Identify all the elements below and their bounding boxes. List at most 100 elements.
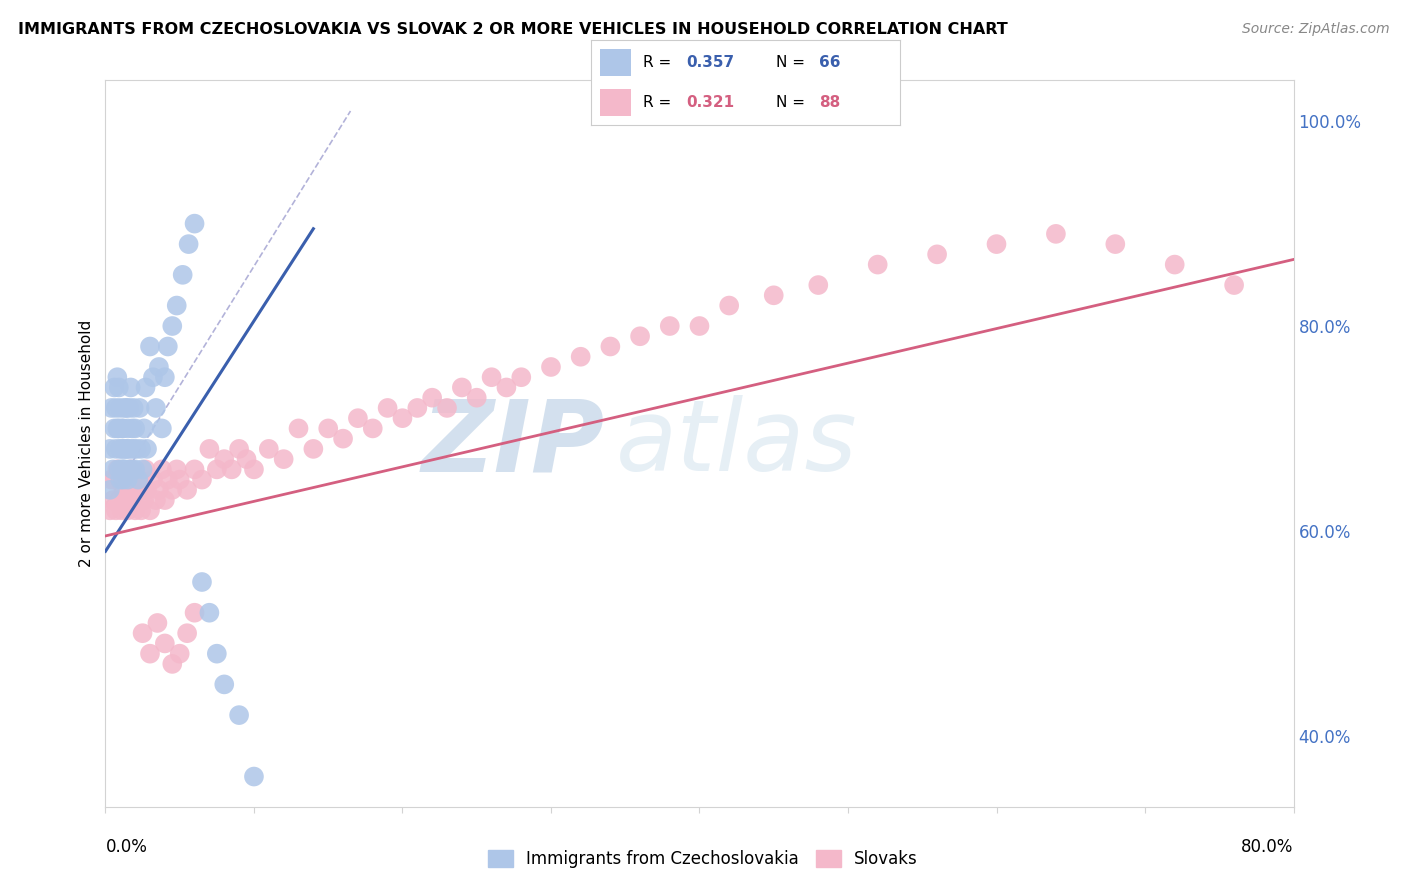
Point <box>112 462 135 476</box>
Point <box>347 411 370 425</box>
Point <box>128 401 150 415</box>
Point <box>198 442 221 456</box>
Point <box>120 442 142 456</box>
Point <box>1104 237 1126 252</box>
Point <box>111 462 134 476</box>
Point <box>302 442 325 456</box>
Point <box>124 462 146 476</box>
Point <box>110 473 132 487</box>
FancyBboxPatch shape <box>600 89 631 116</box>
Point <box>117 473 139 487</box>
Point <box>718 299 741 313</box>
Point <box>205 647 228 661</box>
Text: 0.0%: 0.0% <box>105 838 148 856</box>
Point <box>145 401 167 415</box>
Point <box>114 401 136 415</box>
Text: 80.0%: 80.0% <box>1241 838 1294 856</box>
Point <box>540 359 562 374</box>
Point <box>177 237 200 252</box>
Point <box>129 442 152 456</box>
Point <box>118 401 141 415</box>
Point <box>689 318 711 333</box>
Point <box>121 421 143 435</box>
Point <box>762 288 785 302</box>
Point <box>191 473 214 487</box>
Point <box>118 462 141 476</box>
Point <box>121 462 143 476</box>
Point <box>122 442 145 456</box>
Text: R =: R = <box>643 95 676 111</box>
Point <box>257 442 280 456</box>
Point <box>176 626 198 640</box>
Point <box>228 442 250 456</box>
Point <box>108 462 131 476</box>
Point <box>124 421 146 435</box>
Text: ZIP: ZIP <box>422 395 605 492</box>
Point <box>120 380 142 394</box>
Point <box>114 442 136 456</box>
Point <box>121 493 143 508</box>
Point <box>183 606 205 620</box>
Text: N =: N = <box>776 95 810 111</box>
Point <box>114 462 136 476</box>
Point <box>142 473 165 487</box>
Point <box>131 462 153 476</box>
Point <box>287 421 309 435</box>
Point <box>361 421 384 435</box>
Point <box>122 473 145 487</box>
Point <box>406 401 429 415</box>
Point <box>132 421 155 435</box>
Text: 88: 88 <box>820 95 841 111</box>
Point <box>153 493 176 508</box>
Point <box>108 421 131 435</box>
FancyBboxPatch shape <box>600 49 631 76</box>
Point <box>148 483 170 497</box>
Point <box>112 473 135 487</box>
Point <box>110 473 132 487</box>
Point <box>153 636 176 650</box>
Point <box>101 462 124 476</box>
Point <box>98 483 121 497</box>
Point <box>135 380 157 394</box>
Point <box>127 493 149 508</box>
Point <box>156 339 179 353</box>
Point <box>136 483 159 497</box>
Point <box>332 432 354 446</box>
Point <box>108 493 131 508</box>
Point <box>103 421 125 435</box>
Point <box>166 462 188 476</box>
Point <box>243 462 266 476</box>
Point <box>150 462 173 476</box>
Point <box>172 268 194 282</box>
Point <box>145 493 167 508</box>
Point <box>273 452 295 467</box>
Point <box>1223 278 1246 293</box>
Legend: Immigrants from Czechoslovakia, Slovaks: Immigrants from Czechoslovakia, Slovaks <box>481 843 925 875</box>
Point <box>110 442 132 456</box>
Point <box>510 370 533 384</box>
Point <box>169 647 191 661</box>
Point <box>139 339 162 353</box>
Point <box>103 380 125 394</box>
Point <box>122 401 145 415</box>
Point <box>927 247 949 261</box>
Point <box>117 442 139 456</box>
Point <box>162 657 184 671</box>
Point <box>127 473 149 487</box>
Point <box>377 401 399 415</box>
Point <box>111 442 134 456</box>
Point <box>162 483 184 497</box>
Point <box>117 421 139 435</box>
Point <box>214 452 236 467</box>
Text: 66: 66 <box>820 54 841 70</box>
Point <box>112 483 135 497</box>
Point <box>115 401 138 415</box>
Point <box>205 462 228 476</box>
Point <box>153 370 176 384</box>
Point <box>1045 227 1067 241</box>
Point <box>115 473 138 487</box>
Point <box>131 626 153 640</box>
Point <box>436 401 458 415</box>
Point <box>100 401 122 415</box>
Point <box>104 503 127 517</box>
